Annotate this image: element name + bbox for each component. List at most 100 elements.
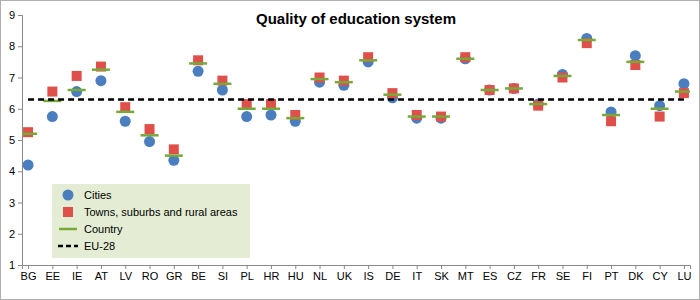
marker [262, 108, 280, 111]
y-tick-mark [18, 15, 22, 16]
marker [169, 144, 179, 154]
title: Quality of education system [256, 10, 456, 27]
y-tick-label: 4 [9, 165, 15, 177]
marker [359, 59, 377, 62]
marker [165, 154, 183, 157]
marker [679, 88, 689, 98]
marker [606, 116, 616, 126]
y-axis: 123456789 [9, 9, 23, 271]
legend: CitiesTowns, suburbs and rural areasCoun… [52, 184, 250, 258]
y-tick-label: 6 [9, 103, 15, 115]
marker [311, 78, 329, 81]
marker [193, 66, 204, 77]
x-tick: MT [458, 265, 474, 282]
x-tick-mark [344, 265, 345, 269]
x-tick: LV [119, 265, 132, 282]
marker [92, 68, 110, 71]
x-tick-mark [320, 265, 321, 269]
y-tick-mark [18, 265, 22, 266]
marker [71, 86, 82, 97]
x-tick: UK [337, 265, 353, 282]
marker [120, 116, 131, 127]
legend-key [63, 207, 73, 217]
marker [265, 110, 276, 121]
x-tick: CY [652, 265, 668, 282]
y-tick: 5 [9, 134, 22, 146]
x-tick-label: CY [652, 270, 668, 282]
marker [315, 73, 325, 83]
x-tick-label: RO [142, 270, 159, 282]
y-tick-mark [18, 171, 22, 172]
legend-symbol [58, 245, 78, 248]
marker [387, 88, 397, 98]
x-tick: BG [21, 265, 37, 282]
x-tick-mark [660, 265, 661, 269]
x-tick-label: UK [337, 270, 353, 282]
x-tick-mark [465, 265, 466, 269]
x-tick-mark [490, 265, 491, 269]
y-tick-label: 1 [9, 259, 15, 271]
x-tick-mark [538, 265, 539, 269]
x-tick-label: ES [483, 270, 498, 282]
x-tick-mark [562, 265, 563, 269]
x-tick: SI [218, 265, 228, 282]
marker [23, 127, 33, 137]
x-tick: DK [628, 265, 644, 282]
x-tick-label: DE [385, 270, 400, 282]
marker [116, 111, 134, 114]
marker [47, 111, 58, 122]
x-tick-label: BE [191, 270, 206, 282]
y-axis-line [18, 16, 23, 266]
marker [145, 124, 155, 134]
y-tick-mark [18, 109, 22, 110]
x-tick-mark [125, 265, 126, 269]
marker [141, 134, 159, 137]
marker [533, 101, 543, 111]
x-axis: BGEEIEATLVROGRBESIPLHRHUNLUKISDEITSKMTES… [21, 265, 692, 282]
legend-label: Towns, suburbs and rural areas [84, 206, 238, 218]
marker [432, 115, 450, 118]
marker [47, 87, 57, 97]
legend-key [58, 246, 78, 247]
x-tick: HR [264, 265, 280, 282]
x-tick: FR [531, 265, 546, 282]
x-tick: AT [95, 265, 109, 282]
x-tick: PT [605, 265, 619, 282]
x-tick-mark [611, 265, 612, 269]
x-tick: RO [142, 265, 159, 282]
x-tick-label: SE [556, 270, 571, 282]
x-tick-label: FR [531, 270, 546, 282]
x-tick: SE [556, 265, 571, 282]
legend-box [52, 184, 250, 258]
legend-key [63, 190, 74, 201]
x-tick: IS [363, 265, 373, 282]
marker [578, 39, 596, 42]
x-tick: LU [677, 265, 691, 282]
marker [529, 103, 547, 106]
x-tick-mark [417, 265, 418, 269]
y-tick-mark [18, 140, 22, 141]
marker [630, 50, 641, 61]
marker [95, 75, 106, 86]
x-axis-line [23, 266, 691, 270]
y-tick-label: 8 [9, 40, 15, 52]
marker [22, 133, 37, 136]
x-tick-mark [514, 265, 515, 269]
x-tick-label: MT [458, 270, 474, 282]
marker [626, 61, 644, 64]
y-tick: 8 [9, 40, 22, 52]
marker [68, 89, 86, 92]
x-tick-mark [587, 265, 588, 269]
x-tick: PL [240, 265, 253, 282]
marker [383, 93, 401, 96]
legend-key [59, 229, 77, 230]
y-tick-mark [18, 203, 22, 204]
x-tick-label: FI [582, 270, 592, 282]
x-tick: IE [72, 265, 82, 282]
marker [655, 112, 665, 122]
marker [456, 58, 474, 61]
plot: 123456789BGEEIEATLVROGRBESIPLHRHUNLUKISD… [9, 9, 693, 282]
marker [241, 111, 252, 122]
x-tick-label: IT [412, 270, 422, 282]
x-tick-label: LV [119, 270, 132, 282]
